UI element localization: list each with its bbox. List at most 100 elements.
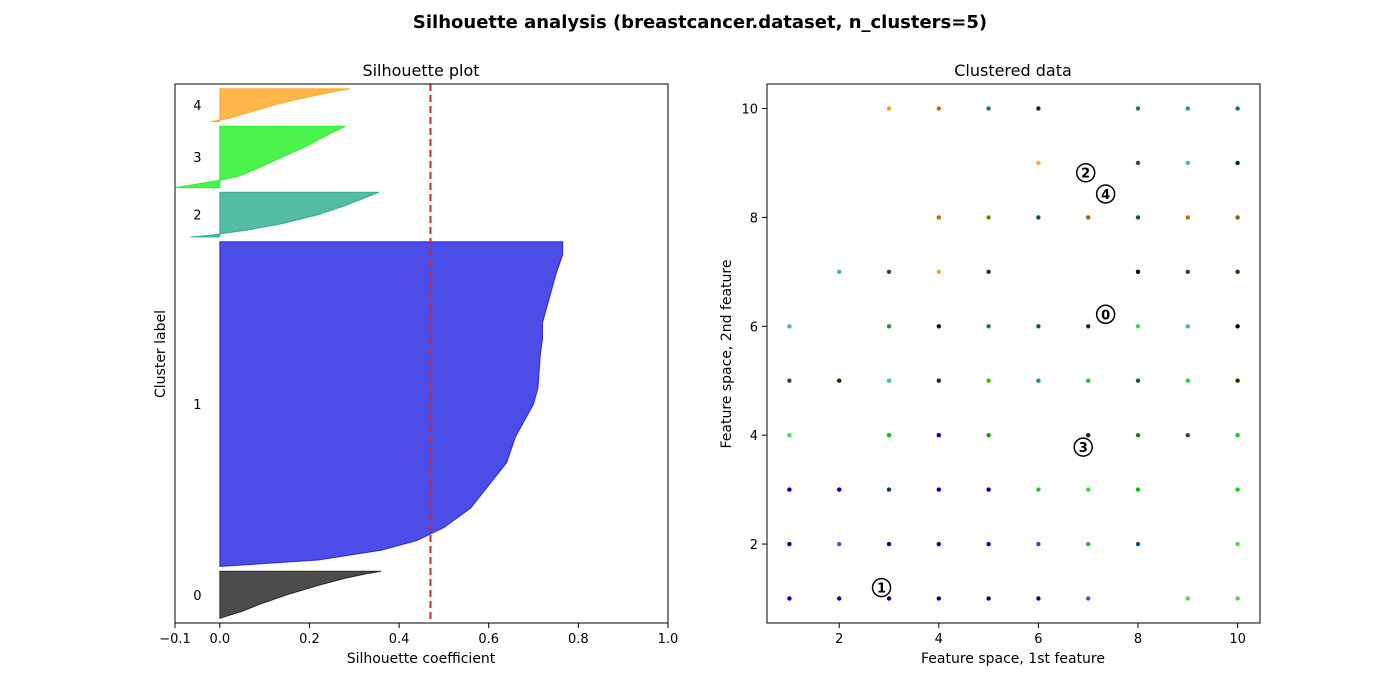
- data-point: [1235, 160, 1240, 166]
- data-point: [986, 106, 991, 111]
- data-point: [1235, 541, 1240, 547]
- data-point: [1185, 378, 1190, 383]
- data-point: [1036, 106, 1041, 111]
- silhouette-plot-title: Silhouette plot: [362, 61, 479, 80]
- cluster-center-marker: [1095, 304, 1116, 325]
- data-point: [986, 378, 991, 383]
- x-tick-label: −0.1: [159, 632, 191, 647]
- data-point: [1185, 596, 1190, 601]
- data-point: [1235, 324, 1240, 329]
- x-tick-label: 0.6: [478, 632, 499, 647]
- cluster-label-0: 0: [193, 589, 201, 604]
- data-point: [936, 487, 942, 492]
- silhouette-plot-x-ticks: −0.1 0.0 0.2 0.4 0.6 0.8 1.0: [159, 623, 678, 647]
- x-tick-label: 4: [935, 632, 943, 647]
- clustered-data-title: Clustered data: [954, 61, 1072, 80]
- data-point: [986, 596, 991, 601]
- cluster-label-1: 1: [193, 398, 201, 413]
- y-tick-label: 8: [750, 211, 758, 226]
- data-point: [1185, 269, 1190, 275]
- x-tick-label: 0.0: [209, 632, 230, 647]
- data-point: [986, 215, 991, 220]
- data-point: [1235, 269, 1240, 275]
- cluster-center-marker: [1095, 184, 1116, 204]
- data-point: [1135, 106, 1141, 111]
- cluster-center-label: 2: [1081, 167, 1090, 182]
- data-point: [1235, 106, 1240, 111]
- data-point: [1135, 324, 1141, 329]
- data-point: [1235, 596, 1240, 601]
- y-tick-label: 4: [750, 429, 758, 444]
- data-point: [936, 324, 942, 329]
- data-point: [886, 596, 892, 601]
- data-point: [986, 324, 991, 329]
- data-point: [986, 432, 991, 438]
- data-point: [886, 487, 892, 492]
- silhouette-plot-frame: [174, 83, 669, 624]
- data-point: [1036, 215, 1041, 220]
- data-point: [1135, 541, 1141, 547]
- data-point: [936, 378, 942, 383]
- data-point: [936, 269, 942, 275]
- data-point: [936, 432, 942, 438]
- cluster-center-marker: [1075, 162, 1096, 183]
- clustered-data-frame: [766, 83, 1261, 624]
- silhouette-plot-axes: Silhouette plot 0 1 2 3 4 −0.1 0.0 0.2 0.4 0.6 0.…: [153, 61, 678, 667]
- data-point: [1185, 432, 1190, 438]
- cluster-center-marker: [1073, 437, 1093, 457]
- data-point: [1185, 324, 1190, 329]
- data-point: [837, 269, 842, 275]
- data-point: [787, 324, 792, 329]
- data-point: [1085, 215, 1091, 220]
- data-point: [1135, 269, 1141, 275]
- y-tick-label: 2: [750, 538, 758, 553]
- cluster-center-4: 4: [1095, 184, 1116, 204]
- cluster-label-3: 3: [193, 151, 201, 166]
- data-point: [936, 541, 942, 547]
- data-point: [1085, 432, 1091, 438]
- silhouette-cluster-1: [219, 241, 564, 568]
- data-point: [1135, 215, 1141, 220]
- figure-suptitle: Silhouette analysis (breastcancer.datase…: [413, 12, 987, 33]
- data-point: [886, 432, 892, 438]
- cluster-center-label: 3: [1079, 441, 1088, 456]
- cluster-center-label: 4: [1101, 188, 1110, 203]
- data-point: [787, 432, 792, 438]
- data-point: [1036, 160, 1041, 166]
- data-point: [1036, 324, 1041, 329]
- data-point: [986, 541, 991, 547]
- data-point: [886, 106, 892, 111]
- cluster-center-2: 2: [1075, 162, 1096, 183]
- data-point: [837, 596, 842, 601]
- x-tick-label: 10: [1229, 632, 1246, 647]
- data-point: [1135, 432, 1141, 438]
- data-point: [837, 487, 842, 492]
- data-point: [936, 106, 942, 111]
- data-point: [886, 269, 892, 275]
- data-point: [1135, 378, 1141, 383]
- data-point: [1185, 215, 1190, 220]
- data-point: [1036, 596, 1041, 601]
- y-tick-label: 6: [750, 320, 758, 335]
- x-tick-label: 1.0: [658, 632, 679, 647]
- data-point: [1036, 378, 1041, 383]
- cluster-label-2: 2: [193, 209, 201, 224]
- cluster-center-label: 1: [877, 582, 886, 597]
- cluster-center-marker: [871, 577, 892, 598]
- silhouette-cluster-2: [190, 191, 380, 238]
- y-tick-label: 10: [741, 103, 758, 118]
- data-point: [1085, 487, 1091, 492]
- data-point: [787, 487, 792, 492]
- x-tick-label: 0.2: [299, 632, 320, 647]
- cluster-label-4: 4: [193, 99, 201, 114]
- data-point: [1185, 106, 1190, 111]
- data-point: [1085, 541, 1091, 547]
- data-point: [886, 378, 892, 383]
- data-point: [1085, 596, 1091, 601]
- data-point: [1135, 160, 1141, 166]
- data-point: [1036, 487, 1041, 492]
- silhouette-plot-ylabel: Cluster label: [153, 310, 169, 398]
- data-point: [936, 215, 942, 220]
- data-point: [1235, 215, 1240, 220]
